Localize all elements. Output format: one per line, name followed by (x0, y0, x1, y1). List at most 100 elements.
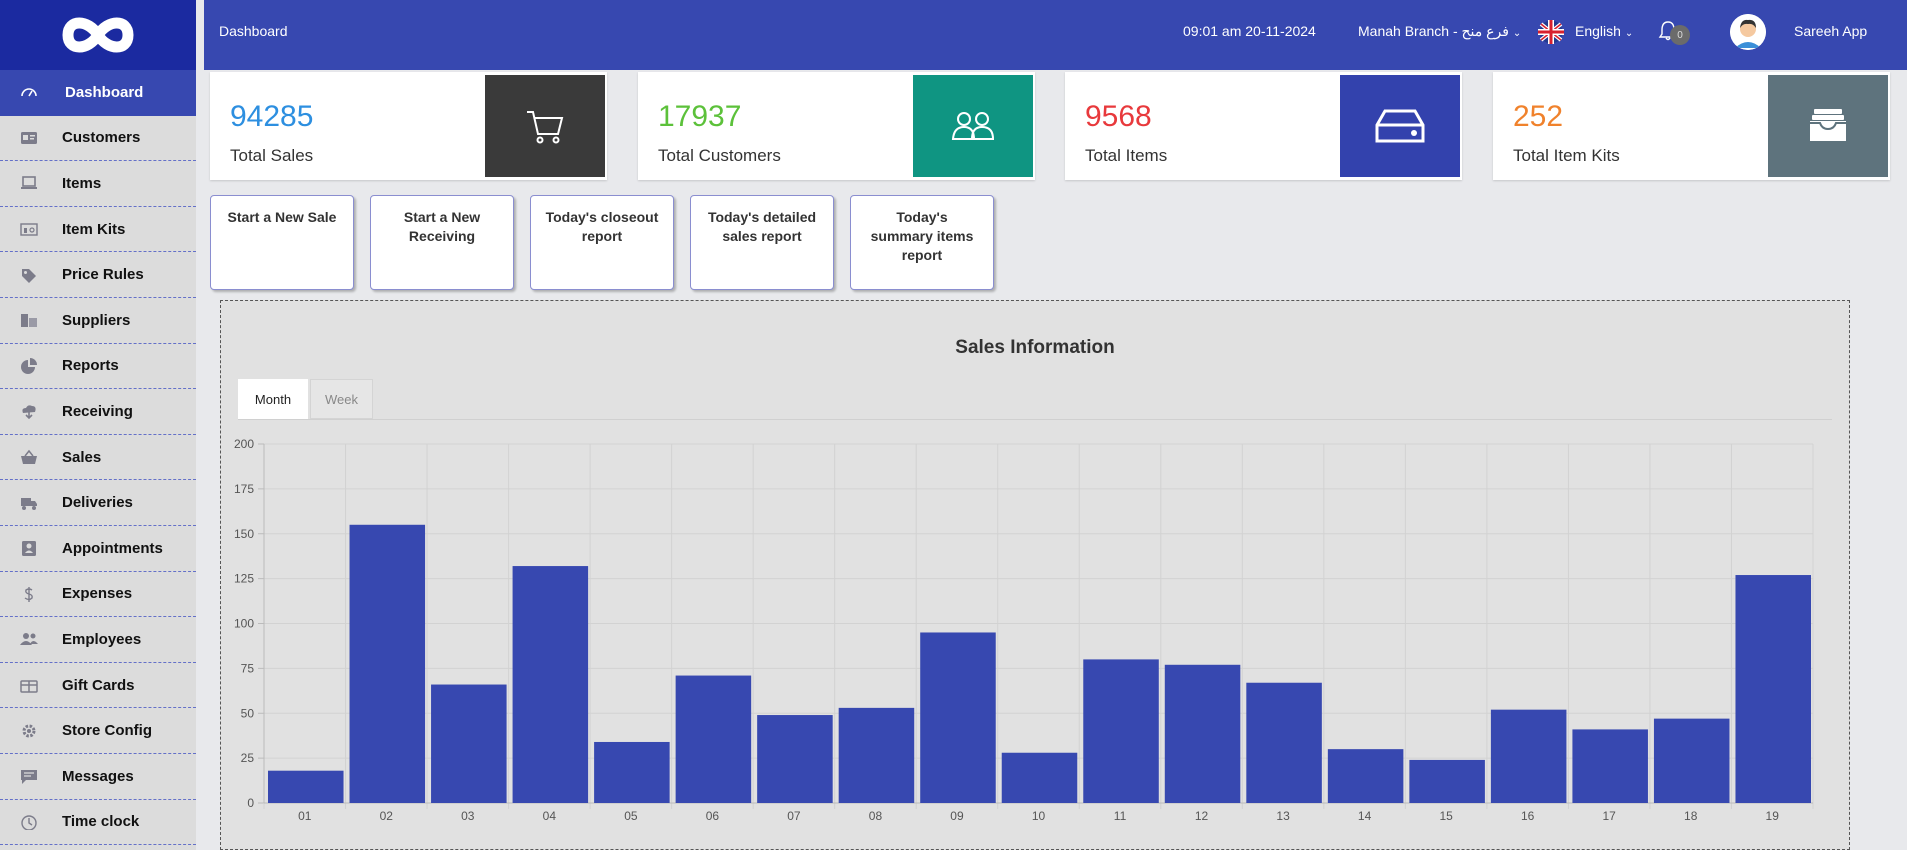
sidebar-item-sales[interactable]: Sales (0, 435, 196, 481)
sidebar-item-label: Deliveries (62, 494, 133, 512)
breadcrumb[interactable]: Dashboard (219, 23, 288, 39)
x-tick-label: 11 (1114, 809, 1127, 823)
stat-value: 94285 (230, 100, 314, 133)
bar-07[interactable] (757, 715, 833, 803)
cart-icon (485, 75, 605, 177)
y-tick-label: 75 (241, 661, 255, 675)
sidebar-item-label: Dashboard (65, 83, 144, 101)
clock-icon (20, 814, 38, 830)
sidebar-item-receiving[interactable]: Receiving (0, 389, 196, 435)
bar-10[interactable] (1001, 752, 1078, 803)
x-tick-label: 18 (1684, 809, 1698, 823)
datetime-display: 09:01 am 20-11-2024 (1183, 23, 1316, 39)
bar-16[interactable] (1490, 709, 1567, 803)
quick-action-button[interactable]: Today's summary items report (850, 195, 994, 290)
x-tick-label: 03 (461, 809, 475, 823)
bar-14[interactable] (1327, 749, 1404, 803)
quick-action-button[interactable]: Start a New Receiving (370, 195, 514, 290)
sidebar-item-dashboard[interactable]: Dashboard (0, 70, 196, 116)
sidebar-item-label: Expenses (62, 585, 133, 603)
contact-icon (20, 540, 38, 557)
hard-drive-icon (1340, 75, 1460, 177)
bar-03[interactable] (431, 684, 507, 803)
bar-08[interactable] (838, 707, 915, 803)
bar-01[interactable] (268, 770, 344, 803)
stat-card-total-items[interactable]: 9568 Total Items (1065, 72, 1462, 180)
sidebar-item-reports[interactable]: Reports (0, 344, 196, 390)
bar-12[interactable] (1164, 664, 1241, 803)
quick-action-button[interactable]: Today's detailed sales report (690, 195, 834, 290)
infinity-logo-icon (62, 17, 134, 53)
bar-11[interactable] (1083, 659, 1159, 803)
bar-19[interactable] (1735, 575, 1811, 803)
sidebar-item-label: Receiving (62, 402, 133, 420)
sidebar-item-messages[interactable]: Messages (0, 754, 196, 800)
basket-icon (20, 449, 38, 465)
stat-card-total-customers[interactable]: 17937 Total Customers (638, 72, 1035, 180)
quick-action-button[interactable]: Start a New Sale (210, 195, 354, 290)
sidebar-item-customers[interactable]: Customers (0, 116, 196, 162)
bar-02[interactable] (349, 524, 426, 803)
users-icon (913, 75, 1033, 177)
quick-action-button[interactable]: Today's closeout report (530, 195, 674, 290)
uk-flag-icon[interactable] (1538, 20, 1564, 47)
sidebar-item-label: Reports (62, 357, 119, 375)
language-label: English (1575, 23, 1621, 39)
y-tick-label: 150 (234, 527, 254, 541)
sidebar-item-store-config[interactable]: Store Config (0, 708, 196, 754)
x-tick-label: 15 (1439, 809, 1453, 823)
bar-06[interactable] (675, 675, 752, 803)
building-icon (20, 312, 38, 328)
x-tick-label: 01 (298, 809, 312, 823)
x-tick-label: 08 (869, 809, 883, 823)
kit-icon (20, 221, 38, 237)
stat-card-total-item-kits[interactable]: 252 Total Item Kits (1493, 72, 1890, 180)
x-tick-label: 13 (1276, 809, 1290, 823)
bar-09[interactable] (920, 632, 996, 803)
sidebar-item-label: Sales (62, 448, 102, 466)
inbox-icon (1768, 75, 1888, 177)
sidebar-item-gift-cards[interactable]: Gift Cards (0, 663, 196, 709)
stat-value: 17937 (658, 100, 742, 133)
sales-bar-chart: 0 25 50 75 100 125 150 175 200 01 02 03 04 05 06 07 08 09… (234, 437, 1814, 823)
user-avatar[interactable] (1730, 14, 1766, 50)
branch-selector[interactable]: Manah Branch - فرع منح ⌄ (1358, 23, 1521, 40)
bar-04[interactable] (512, 566, 589, 803)
sidebar-item-expenses[interactable]: Expenses (0, 572, 196, 618)
notification-bell-icon[interactable] (1658, 20, 1678, 45)
bar-15[interactable] (1409, 759, 1485, 803)
sidebar-item-deliveries[interactable]: Deliveries (0, 480, 196, 526)
bar-13[interactable] (1246, 682, 1322, 803)
sidebar-item-employees[interactable]: Employees (0, 617, 196, 663)
bar-18[interactable] (1653, 718, 1730, 803)
language-selector[interactable]: English ⌄ (1575, 23, 1633, 39)
y-tick-label: 175 (234, 482, 254, 496)
chat-icon (20, 768, 38, 785)
truck-icon (20, 495, 38, 511)
sidebar: Dashboard Customers Items Item Kits Price Ru… (0, 0, 196, 850)
tab-week[interactable]: Week (310, 379, 373, 419)
sidebar-item-price-rules[interactable]: Price Rules (0, 252, 196, 298)
tab-divider (238, 419, 1832, 420)
sidebar-item-label: Suppliers (62, 311, 131, 329)
tab-month[interactable]: Month (238, 379, 308, 419)
sidebar-item-items[interactable]: Items (0, 161, 196, 207)
sidebar-item-label: Gift Cards (62, 676, 135, 694)
app-logo[interactable] (0, 0, 196, 70)
bar-05[interactable] (594, 741, 670, 803)
laptop-icon (20, 175, 38, 191)
bar-17[interactable] (1572, 729, 1648, 803)
sidebar-item-label: Messages (62, 767, 134, 785)
sidebar-item-item-kits[interactable]: Item Kits (0, 207, 196, 253)
y-tick-label: 200 (234, 437, 254, 451)
user-name[interactable]: Sareeh App (1794, 23, 1868, 39)
sidebar-item-appointments[interactable]: Appointments (0, 526, 196, 572)
sidebar-item-time-clock[interactable]: Time clock (0, 800, 196, 846)
sidebar-item-label: Customers (62, 129, 141, 147)
stat-card-total-sales[interactable]: 94285 Total Sales (210, 72, 607, 180)
sidebar-item-suppliers[interactable]: Suppliers (0, 298, 196, 344)
sidebar-item-label: Items (62, 174, 102, 192)
sidebar-item-label: Price Rules (62, 266, 144, 284)
x-tick-label: 09 (950, 809, 964, 823)
x-tick-label: 02 (380, 809, 394, 823)
